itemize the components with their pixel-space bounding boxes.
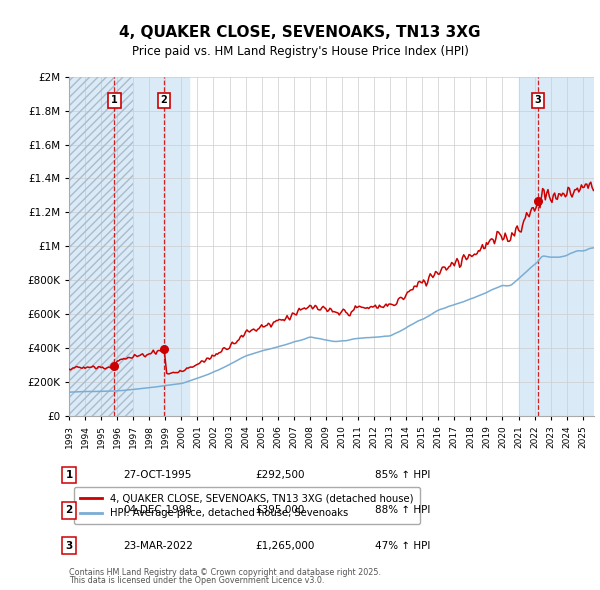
Text: 88% ↑ HPI: 88% ↑ HPI: [375, 506, 430, 515]
Bar: [133, 77, 190, 416]
Text: Contains HM Land Registry data © Crown copyright and database right 2025.: Contains HM Land Registry data © Crown c…: [69, 568, 381, 577]
Bar: [69, 77, 133, 416]
Text: 3: 3: [535, 96, 542, 106]
Legend: 4, QUAKER CLOSE, SEVENOAKS, TN13 3XG (detached house), HPI: Average price, detac: 4, QUAKER CLOSE, SEVENOAKS, TN13 3XG (de…: [74, 487, 419, 524]
Text: 47% ↑ HPI: 47% ↑ HPI: [375, 541, 430, 550]
Bar: [69, 77, 133, 416]
Text: 85% ↑ HPI: 85% ↑ HPI: [375, 470, 430, 480]
Bar: [518, 77, 594, 416]
Text: 2: 2: [65, 506, 73, 515]
Text: This data is licensed under the Open Government Licence v3.0.: This data is licensed under the Open Gov…: [69, 576, 325, 585]
Text: £292,500: £292,500: [255, 470, 305, 480]
Text: 23-MAR-2022: 23-MAR-2022: [123, 541, 193, 550]
Text: Price paid vs. HM Land Registry's House Price Index (HPI): Price paid vs. HM Land Registry's House …: [131, 45, 469, 58]
Text: 04-DEC-1998: 04-DEC-1998: [123, 506, 192, 515]
Text: 4, QUAKER CLOSE, SEVENOAKS, TN13 3XG: 4, QUAKER CLOSE, SEVENOAKS, TN13 3XG: [119, 25, 481, 40]
Text: £395,000: £395,000: [255, 506, 304, 515]
Text: £1,265,000: £1,265,000: [255, 541, 314, 550]
Text: 1: 1: [65, 470, 73, 480]
Text: 3: 3: [65, 541, 73, 550]
Text: 1: 1: [111, 96, 118, 106]
Text: 2: 2: [161, 96, 167, 106]
Text: 27-OCT-1995: 27-OCT-1995: [123, 470, 191, 480]
